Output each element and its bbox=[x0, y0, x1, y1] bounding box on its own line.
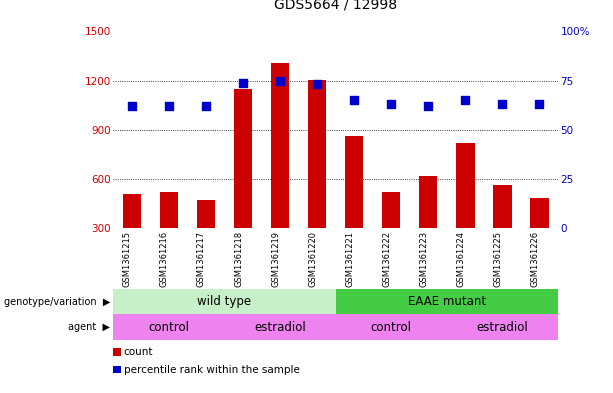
Point bbox=[386, 101, 396, 107]
Point bbox=[535, 101, 544, 107]
Text: estradiol: estradiol bbox=[476, 321, 528, 334]
Point bbox=[312, 81, 322, 88]
Text: GSM1361216: GSM1361216 bbox=[160, 231, 169, 287]
Text: GSM1361219: GSM1361219 bbox=[271, 231, 280, 287]
Bar bbox=[224, 314, 336, 340]
Text: percentile rank within the sample: percentile rank within the sample bbox=[124, 365, 300, 375]
Bar bbox=[123, 193, 141, 228]
Text: control: control bbox=[371, 321, 412, 334]
Point bbox=[275, 77, 285, 84]
Bar bbox=[456, 143, 474, 228]
Text: GSM1361215: GSM1361215 bbox=[123, 231, 132, 287]
Bar bbox=[336, 314, 447, 340]
Point bbox=[164, 103, 174, 109]
Bar bbox=[271, 62, 289, 228]
Point bbox=[201, 103, 211, 109]
Text: GDS5664 / 12998: GDS5664 / 12998 bbox=[274, 0, 397, 12]
Text: GSM1361217: GSM1361217 bbox=[197, 231, 206, 287]
Text: EAAE mutant: EAAE mutant bbox=[408, 295, 485, 308]
Text: GSM1361225: GSM1361225 bbox=[493, 231, 502, 287]
Bar bbox=[382, 192, 400, 228]
Text: wild type: wild type bbox=[197, 295, 251, 308]
Bar bbox=[493, 185, 511, 228]
Point bbox=[497, 101, 507, 107]
Bar bbox=[113, 289, 336, 314]
Text: agent  ▶: agent ▶ bbox=[68, 322, 110, 332]
Point bbox=[460, 97, 470, 103]
Text: GSM1361222: GSM1361222 bbox=[382, 231, 391, 287]
Bar bbox=[308, 80, 326, 228]
Bar bbox=[345, 136, 364, 228]
Text: GSM1361220: GSM1361220 bbox=[308, 231, 317, 287]
Bar bbox=[197, 200, 215, 228]
Text: GSM1361221: GSM1361221 bbox=[345, 231, 354, 287]
Point bbox=[127, 103, 137, 109]
Bar bbox=[234, 89, 253, 228]
Text: genotype/variation  ▶: genotype/variation ▶ bbox=[4, 297, 110, 307]
Text: GSM1361218: GSM1361218 bbox=[234, 231, 243, 287]
Bar bbox=[447, 314, 558, 340]
Text: GSM1361223: GSM1361223 bbox=[419, 231, 428, 287]
Text: GSM1361226: GSM1361226 bbox=[530, 231, 539, 287]
Text: GSM1361224: GSM1361224 bbox=[456, 231, 465, 287]
Bar bbox=[336, 289, 558, 314]
Point bbox=[238, 79, 248, 86]
Point bbox=[424, 103, 433, 109]
Bar bbox=[419, 176, 438, 228]
Text: count: count bbox=[124, 347, 153, 357]
Point bbox=[349, 97, 359, 103]
Bar bbox=[160, 192, 178, 228]
Text: estradiol: estradiol bbox=[254, 321, 306, 334]
Bar bbox=[530, 198, 549, 228]
Bar bbox=[113, 314, 224, 340]
Text: control: control bbox=[148, 321, 189, 334]
